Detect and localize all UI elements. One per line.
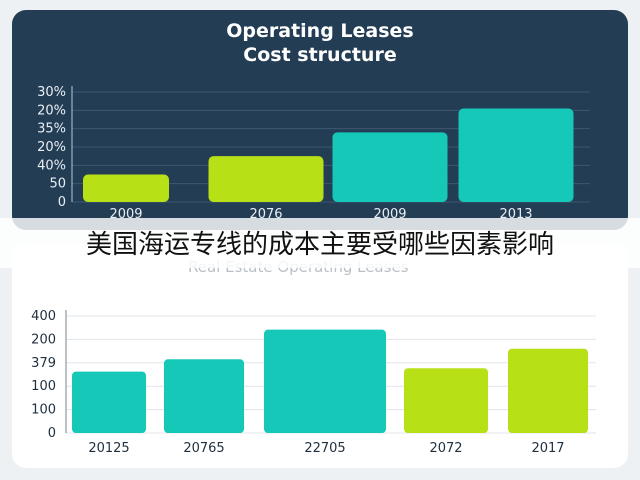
overlay-caption: 美国海运专线的成本主要受哪些因素影响 bbox=[85, 230, 554, 260]
bar bbox=[508, 348, 588, 433]
y-tick-label: 20% bbox=[37, 140, 66, 155]
y-tick-label: 50 bbox=[49, 177, 66, 192]
y-tick-label: 30% bbox=[37, 85, 66, 100]
x-category-label: 22705 bbox=[304, 441, 345, 456]
bar bbox=[72, 371, 146, 433]
bar bbox=[83, 174, 169, 202]
y-tick-label: 0 bbox=[58, 195, 66, 210]
y-tick-label: 40% bbox=[37, 158, 66, 173]
y-tick-label: 20% bbox=[37, 103, 66, 118]
x-category-label: 2072 bbox=[429, 441, 462, 456]
bar bbox=[332, 132, 448, 202]
y-tick-label: 100 bbox=[31, 403, 56, 418]
y-tick-label: 100 bbox=[31, 379, 56, 394]
bar bbox=[208, 156, 324, 202]
bar bbox=[404, 368, 488, 433]
x-category-label: 2017 bbox=[531, 441, 564, 456]
x-category-label: 20765 bbox=[183, 441, 224, 456]
y-tick-label: 400 bbox=[31, 309, 56, 324]
caption-band bbox=[0, 218, 640, 268]
x-category-label: 20125 bbox=[88, 441, 129, 456]
bar bbox=[264, 329, 386, 433]
bar bbox=[458, 108, 574, 202]
top-chart-title: Operating Leases bbox=[226, 20, 414, 42]
y-tick-label: 0 bbox=[48, 426, 56, 441]
bar bbox=[164, 359, 244, 433]
y-tick-label: 35% bbox=[37, 122, 66, 137]
y-tick-label: 379 bbox=[31, 356, 56, 371]
chart-real-estate: 400 200 379 100 100 0 20125 20765 22705 2072 2017 bbox=[31, 309, 596, 456]
y-tick-label: 200 bbox=[31, 332, 56, 347]
top-chart-subtitle: Cost structure bbox=[243, 44, 397, 66]
